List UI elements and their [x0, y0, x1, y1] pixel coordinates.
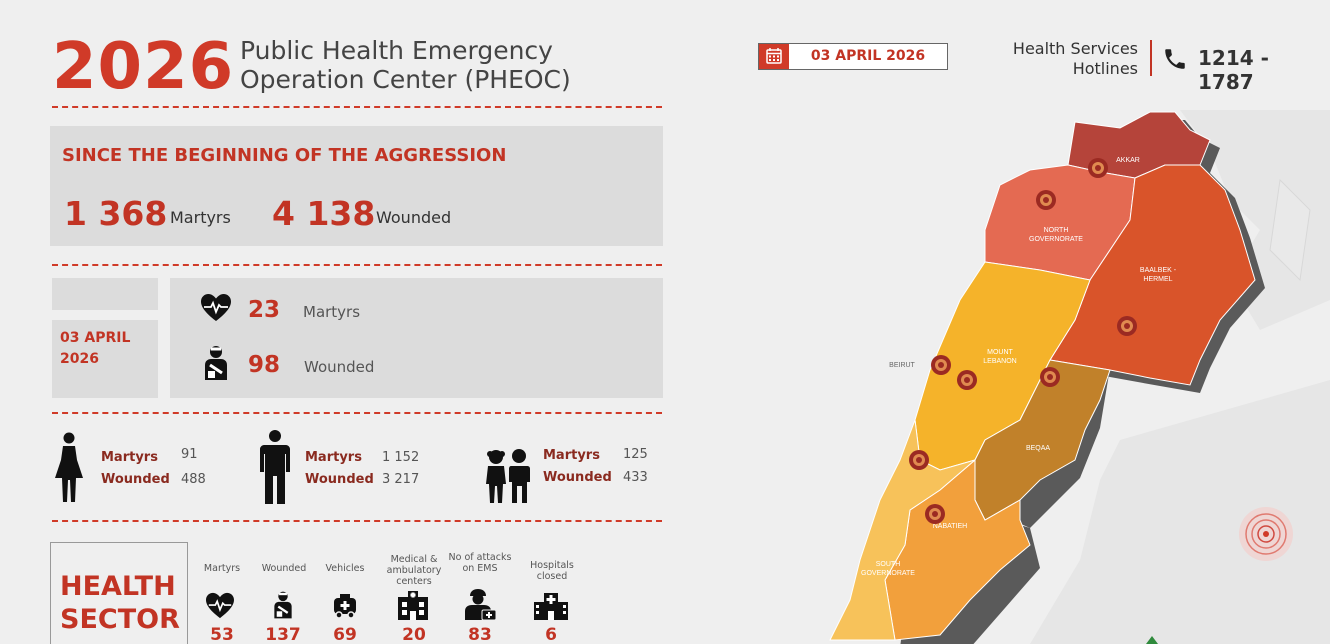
lebanon-map: AKKAR NORTH GOVERNORATE BAALBEK -HERMEL M… — [829, 110, 1330, 644]
hs-martyrs-label: Martyrs — [203, 563, 241, 574]
map-marker — [1040, 367, 1060, 387]
children-wounded-value: 433 — [623, 470, 648, 485]
women-wounded-value: 488 — [181, 472, 206, 487]
hs-vehicles-label: Vehicles — [325, 563, 365, 574]
hs-attacks-value: 83 — [468, 625, 492, 644]
total-wounded-label: Wounded — [376, 208, 452, 227]
men-martyrs-value: 1 152 — [382, 450, 420, 465]
calendar-icon — [759, 44, 789, 69]
injured-person-icon — [202, 345, 230, 381]
health-sector-title: HEALTH SECTOR — [60, 570, 180, 636]
map-marker — [925, 504, 945, 524]
hs-attacks-label: No of attacks on EMS — [448, 552, 512, 574]
target-ring-icon — [1239, 507, 1293, 561]
map-label-south: SOUTH GOVERNORATE — [861, 561, 915, 577]
children-icon — [483, 448, 531, 504]
men-wounded-label: Wounded — [305, 472, 374, 487]
heart-pulse-icon — [200, 293, 232, 323]
cedar-tree-icon — [1146, 636, 1158, 644]
since-title: SINCE THE BEGINNING OF THE AGGRESSION — [62, 145, 507, 166]
women-martyrs-value: 91 — [181, 447, 198, 462]
daily-date: 03 APRIL 2026 — [60, 328, 130, 370]
map-marker — [1088, 158, 1108, 178]
title-line-2: Operation Center (PHEOC) — [240, 65, 571, 94]
map-label-beqaa: BEQAA — [1026, 445, 1050, 452]
map-label-akkar: AKKAR — [1116, 157, 1140, 164]
divider — [52, 264, 662, 266]
map-markers — [909, 158, 1137, 524]
man-icon — [259, 430, 291, 506]
hotline-label-line-1: Health Services — [1012, 39, 1138, 58]
hs-wounded-value: 137 — [265, 625, 301, 644]
women-wounded-label: Wounded — [101, 472, 170, 487]
hs-centers-value: 20 — [402, 625, 426, 644]
men-martyrs-label: Martyrs — [305, 450, 362, 465]
daily-date-line-1: 03 APRIL — [60, 330, 131, 346]
hotline-label-line-2: Hotlines — [1072, 59, 1138, 78]
map-label-mount: MOUNT LEBANON — [983, 349, 1016, 365]
divider — [52, 520, 662, 522]
hospital-icon — [533, 589, 573, 620]
year-heading: 2026 — [52, 30, 235, 104]
total-martyrs-label: Martyrs — [170, 208, 231, 227]
children-wounded-label: Wounded — [543, 470, 612, 485]
map-region-south — [829, 419, 976, 641]
title-line-1: Public Health Emergency — [240, 36, 553, 65]
women-martyrs-label: Martyrs — [101, 450, 158, 465]
daily-martyrs-value: 23 — [248, 297, 281, 323]
map-marker — [957, 370, 977, 390]
heart-pulse-icon — [204, 592, 244, 622]
map-marker — [1117, 316, 1137, 336]
map-label-nabatieh: NABATIEH — [933, 523, 968, 530]
medical-center-icon — [396, 591, 436, 621]
phone-icon — [1162, 46, 1188, 72]
map-marker — [1036, 190, 1056, 210]
paramedic-icon — [463, 589, 503, 621]
hotline-number: 1214 - 1787 — [1198, 46, 1269, 94]
date-badge: 03 APRIL 2026 — [758, 43, 948, 70]
daily-date-panel — [52, 320, 158, 398]
date-text: 03 APRIL 2026 — [810, 48, 926, 64]
hs-centers-label: Medical & ambulatory centers — [386, 554, 442, 587]
map-marker — [931, 355, 951, 375]
hs-hospitals-label: Hospitals closed — [530, 560, 574, 582]
woman-icon — [53, 432, 85, 504]
page-title: Public Health Emergency Operation Center… — [240, 36, 571, 94]
divider — [52, 412, 662, 414]
hs-wounded-label: Wounded — [261, 563, 307, 574]
hs-hospitals-value: 6 — [545, 625, 557, 644]
daily-wounded-value: 98 — [248, 352, 281, 378]
ambulance-icon — [331, 592, 371, 622]
total-martyrs-value: 1 368 — [64, 194, 168, 233]
map-label-baalbek: BAALBEK -HERMEL — [1140, 267, 1177, 283]
daily-martyrs-label: Martyrs — [303, 303, 361, 321]
map-label-beirut: BEIRUT — [889, 362, 915, 369]
injured-person-icon — [272, 590, 312, 620]
daily-wounded-label: Wounded — [304, 358, 375, 376]
health-sector-title-line-2: SECTOR — [60, 604, 180, 635]
hs-vehicles-value: 69 — [333, 625, 357, 644]
hs-martyrs-value: 53 — [210, 625, 234, 644]
map-label-north: NORTH GOVERNORATE — [1029, 227, 1083, 243]
daily-date-tab — [52, 278, 158, 310]
hotline-label: Health Services Hotlines — [990, 39, 1138, 79]
children-martyrs-value: 125 — [623, 447, 648, 462]
health-sector-title-line-1: HEALTH — [60, 571, 176, 602]
since-panel — [50, 126, 663, 246]
hotline-divider — [1150, 40, 1152, 76]
daily-date-line-2: 2026 — [60, 351, 99, 367]
children-martyrs-label: Martyrs — [543, 448, 600, 463]
divider — [52, 106, 662, 108]
total-wounded-value: 4 138 — [272, 194, 376, 233]
map-marker — [909, 450, 929, 470]
daily-panel — [170, 278, 663, 398]
health-sector-box — [50, 542, 188, 644]
men-wounded-value: 3 217 — [382, 472, 420, 487]
